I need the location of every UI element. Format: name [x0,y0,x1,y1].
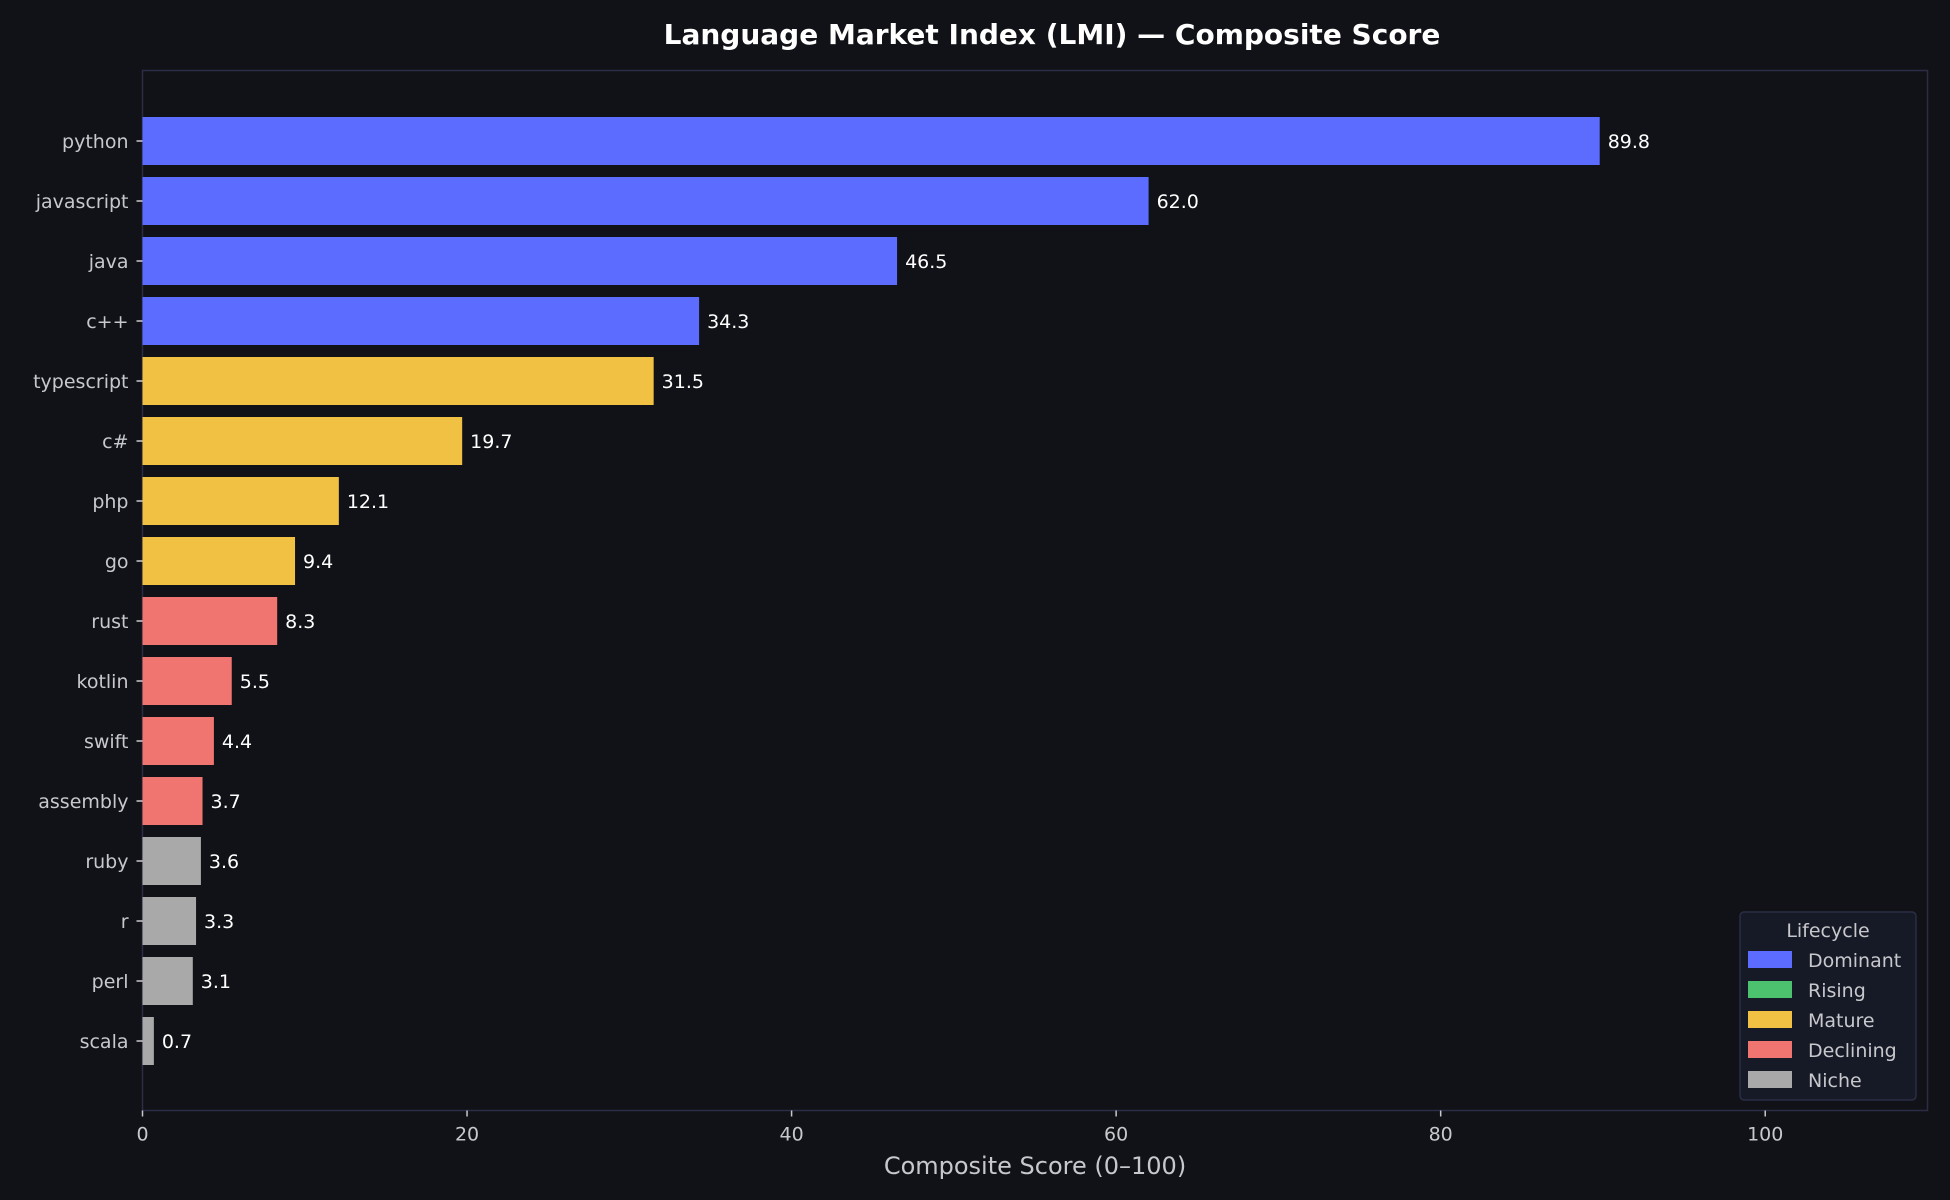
y-tick-label-javascript: javascript [35,191,129,213]
y-tick-label-scala: scala [80,1031,129,1053]
y-tick-label-cplusplus: c++ [86,311,128,333]
value-label-kotlin: 5.5 [240,671,270,693]
bar-swift [142,717,214,765]
bar-javascript [142,177,1149,225]
legend-swatch-rising [1748,981,1792,998]
bar-assembly [142,777,203,825]
bars-layer: 89.8 62.0 46.5 34.3 31.5 19.7 12.1 9.4 8.3 5.5 4.4… [142,117,1650,1065]
value-label-perl: 3.1 [201,971,231,993]
value-label-swift: 4.4 [222,731,252,753]
y-tick-label-perl: perl [92,971,129,993]
y-tick-label-swift: swift [84,731,129,753]
bar-csharp [142,417,463,465]
y-tick-label-php: php [92,491,128,513]
x-tick-label-60: 60 [1104,1124,1128,1146]
x-tick-label-80: 80 [1429,1124,1453,1146]
y-tick-label-typescript: typescript [33,371,128,393]
value-label-java: 46.5 [905,251,947,273]
value-label-r: 3.3 [204,911,234,933]
chart-title: Language Market Index (LMI) — Composite … [664,18,1441,51]
legend-items: Dominant Rising Mature Declining Niche [1748,950,1901,1092]
bar-perl [142,957,193,1005]
bar-go [142,537,296,585]
x-tick-label-40: 40 [779,1124,803,1146]
value-label-python: 89.8 [1608,131,1650,153]
x-axis-label: Composite Score (0–100) [884,1152,1186,1180]
x-tick-label-0: 0 [136,1124,148,1146]
x-tick-label-100: 100 [1747,1124,1783,1146]
y-tick-label-kotlin: kotlin [77,671,129,693]
bar-rust [142,597,278,645]
value-label-scala: 0.7 [162,1031,192,1053]
legend-swatch-niche [1748,1071,1792,1088]
bar-typescript [142,357,654,405]
value-label-cplusplus: 34.3 [707,311,749,333]
bar-java [142,237,898,285]
legend-swatch-dominant [1748,951,1792,968]
value-label-ruby: 3.6 [209,851,239,873]
y-tick-label-rust: rust [91,611,128,633]
value-label-php: 12.1 [347,491,389,513]
legend-title: Lifecycle [1786,920,1869,942]
y-tick-label-assembly: assembly [38,791,128,813]
legend-label-mature: Mature [1808,1010,1875,1032]
legend-label-dominant: Dominant [1808,950,1901,972]
y-tick-label-java: java [88,251,129,273]
bar-python [142,117,1600,165]
value-label-javascript: 62.0 [1157,191,1199,213]
y-tick-label-go: go [105,551,129,573]
bar-kotlin [142,657,232,705]
y-tick-label-python: python [62,131,128,153]
bar-scala [142,1017,154,1065]
y-tick-label-r: r [121,911,129,933]
value-label-csharp: 19.7 [470,431,512,453]
y-tick-label-csharp: c# [102,431,128,453]
legend-label-rising: Rising [1808,980,1866,1002]
legend-swatch-mature [1748,1011,1792,1028]
y-axis: python javascript java c++ typescript c# php go… [33,131,143,1053]
value-label-rust: 8.3 [285,611,315,633]
bar-php [142,477,339,525]
value-label-typescript: 31.5 [662,371,704,393]
bar-ruby [142,837,201,885]
x-tick-label-20: 20 [455,1124,479,1146]
legend-label-declining: Declining [1808,1040,1897,1062]
bar-r [142,897,197,945]
legend: Lifecycle Dominant Rising Mature Declining N… [1739,911,1917,1101]
bar-cplusplus [142,297,700,345]
value-label-go: 9.4 [303,551,333,573]
legend-label-niche: Niche [1808,1070,1862,1092]
value-label-assembly: 3.7 [211,791,241,813]
x-axis: 0 20 40 60 80 100 [136,1110,1783,1146]
legend-swatch-declining [1748,1041,1792,1058]
axes-frame [141,69,1929,1112]
y-tick-label-ruby: ruby [85,851,128,873]
